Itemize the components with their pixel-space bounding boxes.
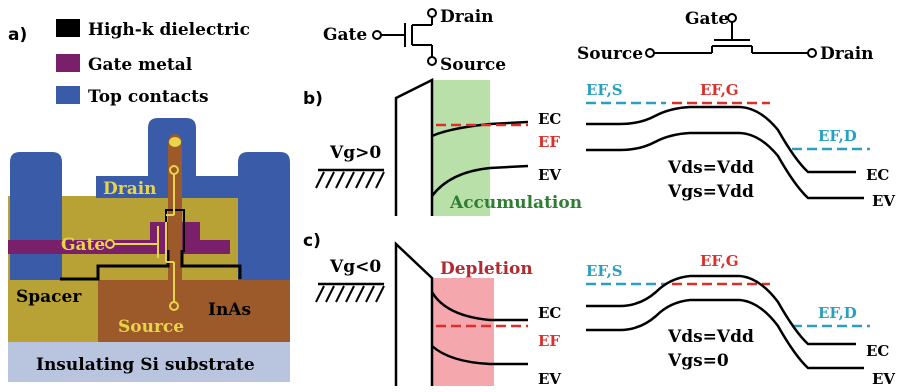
horizontal-transistor-symbol: Gate Source Drain: [577, 9, 874, 64]
panel-b-efd-label: EF,D: [818, 127, 857, 145]
hsym-gate-label: Gate: [685, 9, 729, 29]
vsym-gate-label: Gate: [323, 25, 367, 45]
source-label: Source: [118, 317, 184, 337]
hsym-source-label: Source: [577, 44, 643, 64]
panel-c-lateral-ec-label: EC: [866, 342, 889, 360]
panel-c: c) Vg<0 Depletion EC EF EV EF,: [303, 231, 895, 388]
spacer-label: Spacer: [16, 287, 82, 307]
legend-label-dielectric: High-k dielectric: [88, 20, 250, 40]
hsym-drain-label: Drain: [820, 44, 874, 64]
substrate-layer: [8, 342, 290, 382]
dielectric-left: [60, 250, 170, 281]
panel-c-efg-label: EF,G: [700, 252, 739, 270]
panel-b-vds-label: Vds=Vdd: [667, 158, 754, 178]
panel-c-valence-band: [431, 345, 528, 366]
accumulation-region: [432, 80, 490, 216]
vertical-transistor-symbol: Gate Drain Source: [323, 7, 506, 75]
legend-swatch-dielectric: [56, 19, 80, 37]
panel-c-efs-label: EF,S: [586, 262, 623, 280]
panel-c-oxide-barrier: [394, 241, 434, 386]
nanowire: [168, 134, 182, 326]
spacer-left-region: [8, 280, 98, 342]
inas-label: InAs: [208, 300, 251, 320]
legend-swatch-gate-metal: [56, 54, 80, 72]
panel-b-metal-hatch: [315, 171, 385, 189]
panel-c-ef-label: EF: [538, 332, 560, 350]
panel-b-lateral-ev-label: EV: [872, 192, 895, 210]
drain-label: Drain: [103, 179, 157, 199]
panel-b-efg-label: EF,G: [700, 81, 739, 99]
legend-swatch-top-contacts: [56, 86, 80, 104]
depletion-region: [432, 278, 494, 386]
panel-b-ef-label: EF: [538, 133, 560, 151]
left-top-contact: [10, 152, 62, 280]
right-top-contact: [238, 152, 290, 280]
panel-c-metal-hatch: [315, 285, 385, 303]
panel-b-ev-label: EV: [538, 166, 561, 184]
panel-b: b) Vg>0 EC EF EV Accumulation: [303, 77, 895, 216]
legend-label-top-contacts: Top contacts: [88, 87, 209, 107]
nanowire-drain-tip: [169, 137, 181, 147]
panel-c-vg-label: Vg<0: [329, 257, 381, 277]
spacer-upper: [62, 196, 238, 206]
panel-a-letter: a): [8, 25, 27, 45]
panel-c-vds-label: Vds=Vdd: [667, 327, 754, 347]
panel-b-vg-label: Vg>0: [329, 143, 381, 163]
panel-c-ec-label: EC: [538, 304, 561, 322]
panel-c-lateral-ec: [586, 274, 856, 346]
dielectric-right: [180, 250, 242, 279]
panel-a: a) High-k dielectric Gate metal Top cont…: [8, 19, 290, 382]
panel-b-ec-label: EC: [538, 110, 561, 128]
panel-b-oxide-barrier: [394, 77, 434, 216]
panel-b-vgs-label: Vgs=Vdd: [667, 182, 754, 202]
panel-b-valence-band: [431, 164, 529, 197]
vsym-drain-label: Drain: [440, 7, 494, 27]
substrate-label: Insulating Si substrate: [36, 355, 255, 375]
transistor-overlay: [105, 165, 179, 311]
panel-c-region-label: Depletion: [440, 259, 533, 279]
panel-c-vgs-label: Vgs=0: [667, 351, 729, 371]
panel-c-ev-label: EV: [538, 370, 561, 388]
panel-c-letter: c): [303, 231, 321, 251]
panel-b-letter: b): [303, 89, 323, 109]
panel-b-lateral-ec: [586, 105, 856, 174]
panel-b-lateral-ev: [586, 131, 864, 200]
panel-c-efd-label: EF,D: [818, 304, 857, 322]
panel-c-lateral-ev: [586, 298, 864, 370]
panel-c-conduction-band: [430, 291, 528, 322]
panel-c-lateral-ev-label: EV: [872, 370, 895, 388]
legend-label-gate-metal: Gate metal: [88, 55, 193, 75]
gate-label: Gate: [61, 235, 105, 255]
vsym-source-label: Source: [440, 55, 506, 75]
device-cross-section: Drain Gate Source Spacer InAs Insulating…: [8, 118, 290, 382]
panel-b-region-label: Accumulation: [449, 193, 582, 213]
panel-b-lateral-ec-label: EC: [866, 166, 889, 184]
panel-b-efs-label: EF,S: [586, 81, 623, 99]
